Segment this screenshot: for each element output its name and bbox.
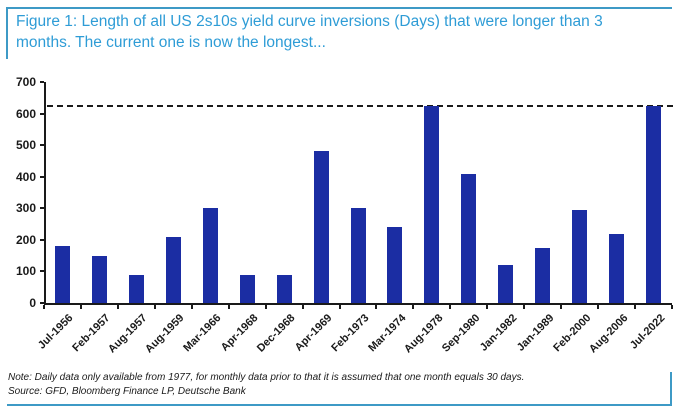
x-axis-label: Feb-1973: [329, 312, 372, 355]
bar: [609, 233, 625, 303]
y-axis-tick: [40, 270, 44, 273]
x-axis-tick: [79, 305, 82, 309]
bar: [572, 209, 588, 303]
threshold-dashed-line: [47, 104, 673, 107]
y-axis-tick: [40, 175, 44, 178]
y-axis-tick: [40, 238, 44, 241]
x-axis-tick: [412, 305, 415, 309]
x-axis-tick: [153, 305, 156, 309]
x-axis-tick: [486, 305, 489, 309]
y-axis-tick: [40, 207, 44, 210]
y-axis-tick: [40, 112, 44, 115]
frame-top-border: [6, 7, 672, 9]
x-axis-tick: [264, 305, 267, 309]
bar: [646, 105, 662, 303]
x-axis-label: Jul-1956: [36, 312, 76, 352]
x-axis-tick: [190, 305, 193, 309]
x-axis-label: Jul-2022: [627, 312, 668, 352]
bar: [202, 208, 218, 303]
x-axis-tick: [301, 305, 304, 309]
x-axis-tick: [671, 305, 673, 309]
x-axis-tick: [227, 305, 230, 309]
y-axis-label: 0: [29, 296, 36, 310]
x-axis-tick: [375, 305, 378, 309]
x-axis-label: Feb-2000: [550, 312, 594, 355]
y-axis-label: 600: [15, 106, 36, 121]
x-axis-label: Aug-2006: [586, 312, 631, 356]
bar: [239, 274, 255, 303]
x-axis-label: Aug-1978: [401, 312, 446, 356]
y-axis-label: 500: [15, 138, 36, 153]
x-axis-tick: [43, 305, 45, 309]
bar: [387, 227, 403, 303]
x-axis-label: Sep-1980: [439, 312, 483, 355]
bar: [54, 246, 70, 303]
x-axis-tick: [634, 305, 637, 309]
x-axis-label: Jan-1982: [477, 312, 520, 354]
bar: [498, 265, 514, 303]
x-axis-tick: [560, 305, 563, 309]
bar: [424, 105, 440, 303]
x-axis-tick: [523, 305, 526, 309]
y-axis-label: 200: [15, 232, 36, 247]
chart-note: Note: Daily data only available from 197…: [8, 372, 525, 383]
frame-right-corner: [670, 372, 672, 406]
bar: [276, 274, 292, 303]
x-axis-label: Apr-1969: [292, 312, 335, 354]
bar: [461, 173, 477, 303]
x-axis-tick: [116, 305, 119, 309]
y-axis-tick: [40, 81, 44, 83]
y-axis-line: [44, 82, 46, 305]
figure-title: Figure 1: Length of all US 2s10s yield c…: [16, 13, 603, 51]
bar: [350, 208, 366, 303]
y-axis-label: 300: [15, 201, 36, 216]
x-axis-tick: [597, 305, 600, 309]
y-axis-label: 700: [15, 75, 36, 89]
x-axis-label: Mar-1974: [366, 312, 409, 355]
y-axis-label: 400: [15, 169, 36, 184]
x-axis-line: [44, 303, 672, 305]
y-axis-label: 100: [15, 264, 36, 279]
y-axis-tick: [40, 144, 44, 147]
frame-bottom-border: [7, 404, 672, 406]
bar: [128, 274, 144, 303]
bar: [91, 255, 107, 303]
chart-source: Source: GFD, Bloomberg Finance LP, Deuts…: [8, 386, 246, 397]
frame-left-corner: [6, 7, 8, 59]
x-axis-label: Jan-1989: [514, 312, 557, 354]
x-axis-tick: [338, 305, 341, 309]
bar: [535, 247, 551, 303]
y-axis-tick: [40, 302, 44, 304]
x-axis-tick: [449, 305, 452, 309]
bar: [313, 151, 329, 303]
bar: [165, 236, 181, 303]
